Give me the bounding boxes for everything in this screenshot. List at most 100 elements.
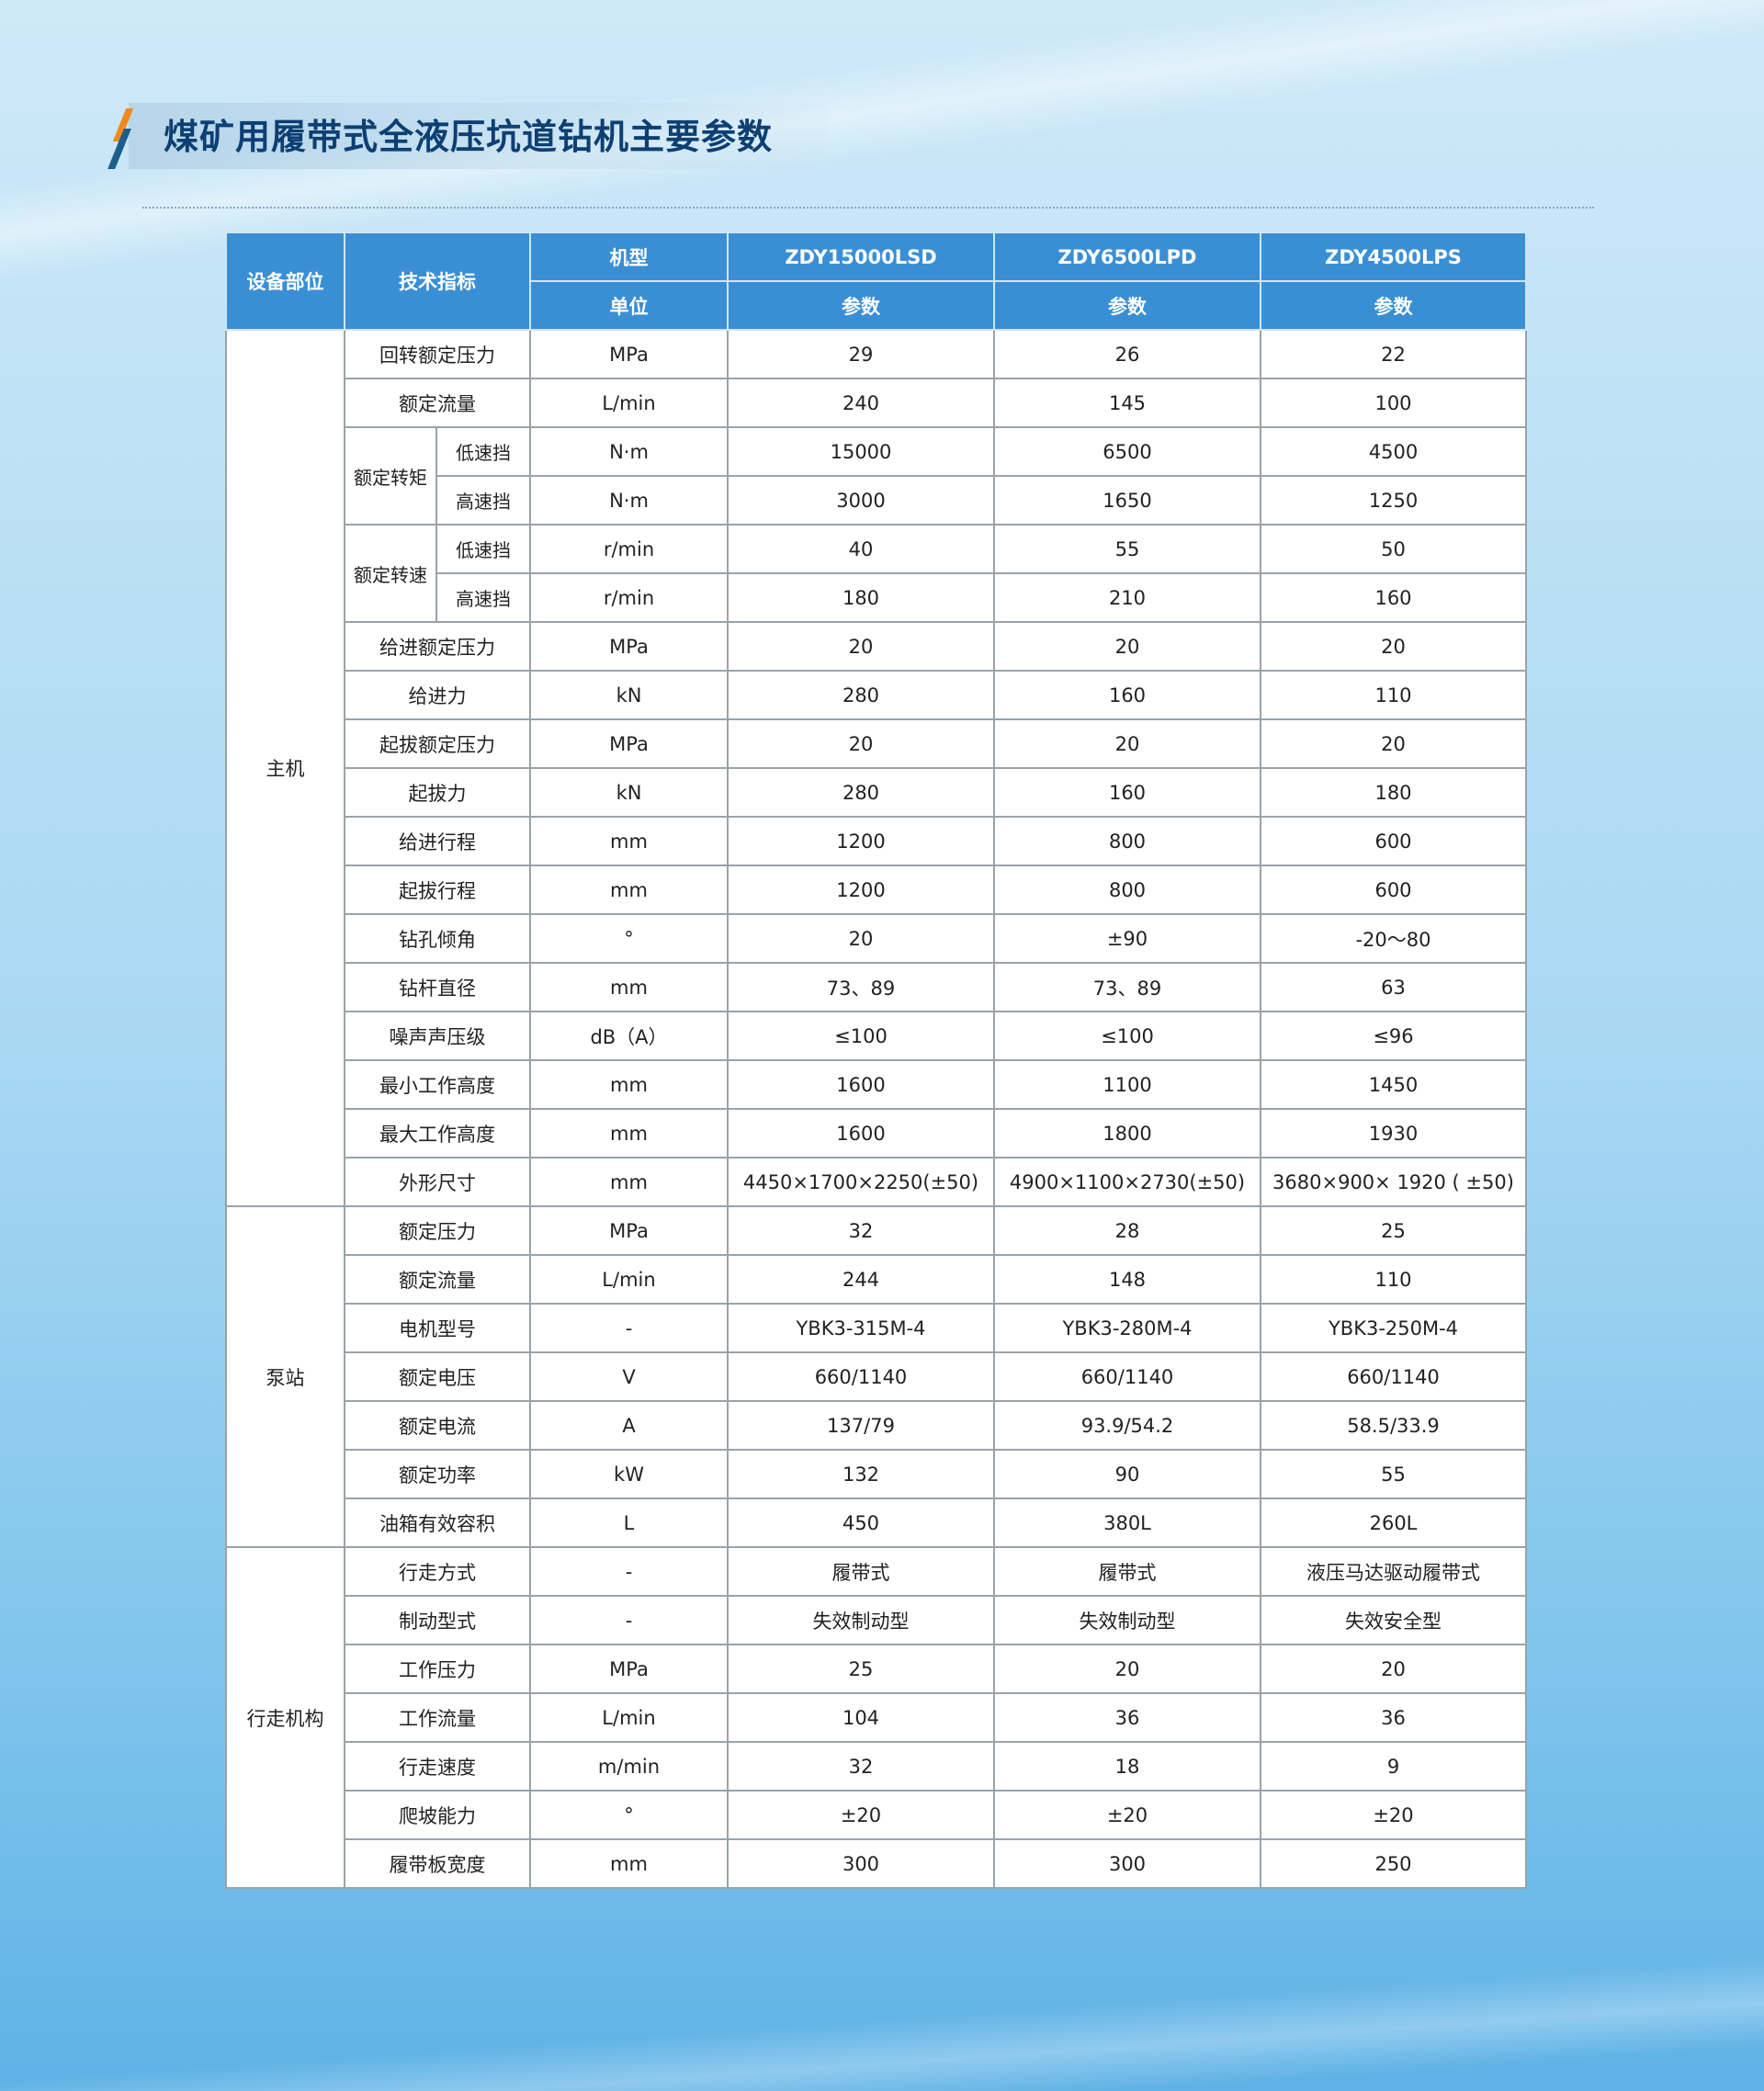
- value-cell: 600: [1260, 816, 1527, 866]
- indicator-label: 最小工作高度: [344, 1059, 531, 1110]
- value-cell: 100: [1260, 378, 1527, 428]
- unit-cell: V: [529, 1351, 729, 1402]
- unit-cell: mm: [529, 1838, 729, 1889]
- header-model: ZDY4500LPS: [1260, 232, 1527, 282]
- value-cell: 36: [1260, 1692, 1527, 1743]
- value-cell: 20: [993, 1644, 1261, 1694]
- table-row: 制动型式 - 失效制动型 失效制动型 失效安全型: [226, 1595, 1527, 1645]
- indicator-label: 给进行程: [344, 816, 531, 866]
- value-cell: 40: [727, 524, 995, 574]
- indicator-label: 履带板宽度: [344, 1838, 531, 1889]
- value-cell: 1600: [727, 1108, 995, 1159]
- value-cell: 660/1140: [1260, 1351, 1527, 1402]
- indicator-group-label: 额定转速: [344, 524, 437, 623]
- value-cell: 145: [993, 378, 1261, 428]
- value-cell: 148: [993, 1254, 1261, 1305]
- value-cell: 18: [993, 1741, 1261, 1791]
- indicator-label: 制动型式: [344, 1595, 531, 1645]
- table-row: 工作流量 L/min 104 36 36: [226, 1692, 1527, 1743]
- value-cell: YBK3-280M-4: [993, 1303, 1261, 1353]
- title-band: [129, 103, 827, 169]
- value-cell: 1800: [993, 1108, 1261, 1159]
- value-cell: 180: [727, 572, 995, 623]
- indicator-label: 起拔额定压力: [344, 718, 531, 769]
- unit-cell: kW: [529, 1449, 729, 1499]
- value-cell: 1200: [727, 816, 995, 866]
- value-cell: 1650: [993, 475, 1261, 526]
- value-cell: 160: [1260, 572, 1527, 623]
- table-row: 工作压力 MPa 25 20 20: [226, 1644, 1527, 1694]
- value-cell: 20: [993, 621, 1261, 672]
- value-cell: 履带式: [727, 1546, 995, 1597]
- value-cell: 32: [727, 1205, 995, 1256]
- indicator-label: 额定流量: [344, 1254, 531, 1305]
- value-cell: 4900×1100×2730(±50): [993, 1157, 1261, 1207]
- value-cell: 244: [727, 1254, 995, 1305]
- value-cell: 3000: [727, 475, 995, 526]
- table-row: 起拔行程 mm 1200 800 600: [226, 865, 1527, 915]
- divider: [142, 207, 1594, 209]
- value-cell: 22: [1260, 329, 1527, 379]
- table-row: 履带板宽度 mm 300 300 250: [226, 1838, 1527, 1889]
- value-cell: 失效制动型: [727, 1595, 995, 1645]
- value-cell: 58.5/33.9: [1260, 1400, 1527, 1451]
- value-cell: 失效制动型: [993, 1595, 1261, 1645]
- page-title: 煤矿用履带式全液压坑道钻机主要参数: [164, 117, 774, 157]
- value-cell: 20: [727, 621, 995, 672]
- indicator-label: 最大工作高度: [344, 1108, 531, 1159]
- header-param-label: 参数: [993, 280, 1261, 331]
- value-cell: 210: [993, 572, 1261, 623]
- section-label: 主机: [225, 329, 345, 1207]
- value-cell: 1100: [993, 1059, 1261, 1110]
- value-cell: 9: [1260, 1741, 1527, 1791]
- value-cell: 25: [1260, 1205, 1527, 1256]
- unit-cell: kN: [529, 767, 729, 818]
- value-cell: 4500: [1260, 426, 1527, 477]
- unit-cell: A: [529, 1400, 729, 1451]
- header-unit-label: 单位: [529, 280, 729, 331]
- indicator-label: 工作压力: [344, 1644, 531, 1694]
- value-cell: 180: [1260, 767, 1527, 818]
- indicator-sub-label: 低速挡: [435, 524, 531, 574]
- unit-cell: N·m: [529, 475, 729, 526]
- table-row: 最大工作高度 mm 1600 1800 1930: [226, 1108, 1527, 1159]
- value-cell: 450: [727, 1498, 995, 1548]
- unit-cell: mm: [529, 1108, 729, 1159]
- indicator-label: 钻杆直径: [344, 962, 531, 1012]
- value-cell: 29: [727, 329, 995, 379]
- table-row: 给进额定压力 MPa 20 20 20: [226, 621, 1527, 672]
- value-cell: 73、89: [993, 962, 1261, 1012]
- indicator-label: 行走速度: [344, 1741, 531, 1791]
- table-row: 起拔力 kN 280 160 180: [226, 767, 1527, 818]
- table-row: 高速挡 r/min 180 210 160: [226, 572, 1527, 623]
- value-cell: 90: [993, 1449, 1261, 1499]
- indicator-label: 行走方式: [344, 1546, 531, 1597]
- unit-cell: mm: [529, 962, 729, 1012]
- table-row: 钻孔倾角 ° 20 ±90 -20～80: [226, 913, 1527, 964]
- value-cell: 660/1140: [727, 1351, 995, 1402]
- table-row: 行走速度 m/min 32 18 9: [226, 1741, 1527, 1791]
- value-cell: 液压马达驱动履带式: [1260, 1546, 1527, 1597]
- value-cell: ≤100: [727, 1011, 995, 1061]
- table-row: 泵站 额定压力 MPa 32 28 25: [225, 1205, 1527, 1548]
- unit-cell: MPa: [529, 329, 729, 379]
- section-label: 行走机构: [225, 1546, 345, 1889]
- value-cell: 800: [993, 865, 1261, 915]
- table-row: 额定电压 V 660/1140 660/1140 660/1140: [226, 1351, 1527, 1402]
- value-cell: 20: [1260, 1644, 1527, 1694]
- indicator-label: 额定电流: [344, 1400, 531, 1451]
- unit-cell: mm: [529, 816, 729, 866]
- unit-cell: L/min: [529, 1692, 729, 1743]
- indicator-label: 回转额定压力: [344, 329, 531, 379]
- table-row: 钻杆直径 mm 73、89 73、89 63: [226, 962, 1527, 1012]
- value-cell: 380L: [993, 1498, 1261, 1548]
- unit-cell: °: [529, 913, 729, 964]
- indicator-label: 电机型号: [344, 1303, 531, 1353]
- table-row: 额定转矩 低速挡 N·m 15000 6500 4500: [226, 426, 1527, 526]
- value-cell: 20: [993, 718, 1261, 769]
- unit-cell: MPa: [529, 1644, 729, 1694]
- value-cell: 3680×900× 1920 ( ±50): [1260, 1157, 1527, 1207]
- table-row: 起拔额定压力 MPa 20 20 20: [226, 718, 1527, 769]
- indicator-label: 外形尺寸: [344, 1157, 531, 1207]
- unit-cell: -: [529, 1546, 729, 1597]
